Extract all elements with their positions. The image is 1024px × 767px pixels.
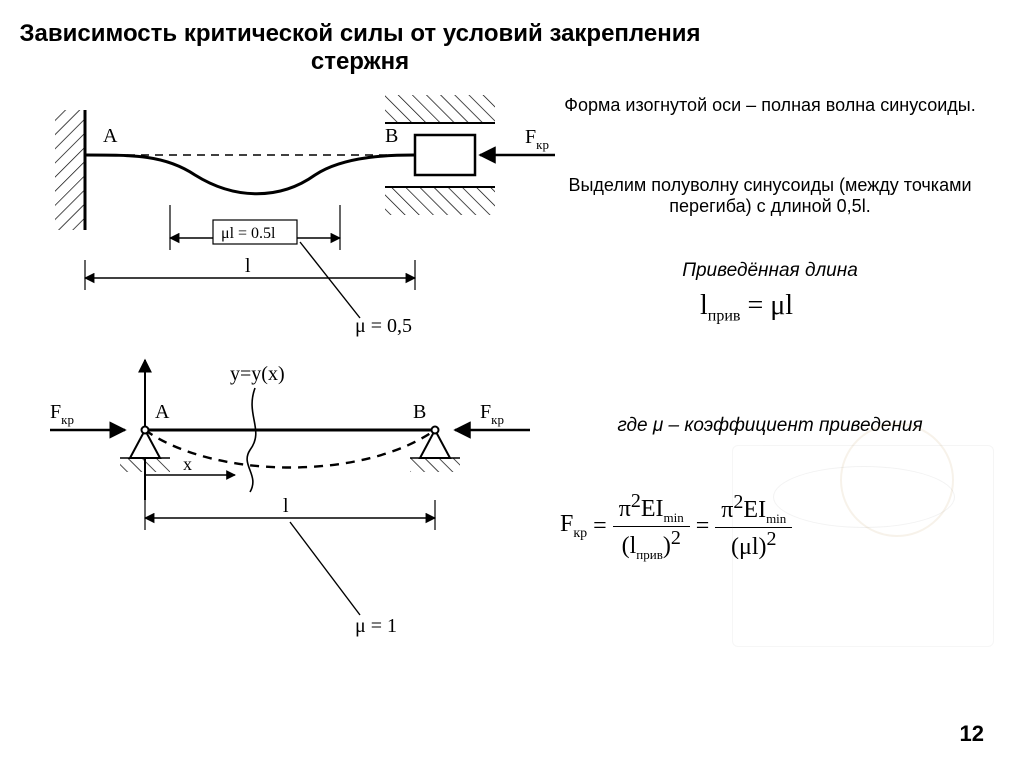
svg-text:B: B [385, 125, 398, 147]
svg-text:A: A [103, 125, 118, 147]
svg-text:l: l [283, 495, 289, 517]
svg-text:Fкр: Fкр [525, 126, 549, 152]
svg-text:A: A [155, 401, 170, 423]
diagram-top: A B Fкр μl = 0.5l l [0, 0, 1024, 767]
svg-text:μl = 0.5l: μl = 0.5l [221, 225, 276, 242]
pin-support-A [120, 427, 170, 473]
pin-support-B [410, 427, 460, 473]
svg-text:x: x [183, 454, 192, 474]
svg-text:B: B [413, 401, 426, 423]
svg-text:y=y(x): y=y(x) [230, 363, 285, 385]
svg-text:Fкр: Fкр [480, 401, 504, 427]
svg-text:Fкр: Fкр [50, 401, 74, 427]
svg-text:l: l [245, 255, 251, 277]
